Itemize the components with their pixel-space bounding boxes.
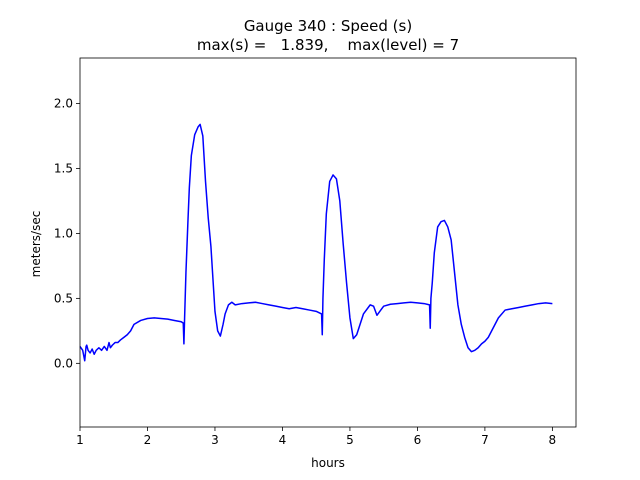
y-tick-label: 0.5 <box>54 291 73 305</box>
y-tick-label: 2.0 <box>54 96 73 110</box>
x-tick-label: 8 <box>549 433 557 447</box>
x-tick-label: 7 <box>481 433 489 447</box>
axis-ticks: 1 2 3 4 5 6 7 8 0.0 0.5 1.0 1.5 2.0 <box>54 96 556 447</box>
y-tick-label: 1.5 <box>54 161 73 175</box>
speed-series-line <box>79 123 553 362</box>
y-axis-label: meters/sec <box>29 211 43 278</box>
plot-frame <box>79 57 577 428</box>
plot-area <box>79 123 553 362</box>
chart-subtitle: max(s) = 1.839, max(level) = 7 <box>197 36 459 54</box>
x-tick-label: 3 <box>211 433 219 447</box>
x-tick-label: 4 <box>279 433 287 447</box>
x-tick-label: 5 <box>346 433 354 447</box>
x-axis-label: hours <box>311 456 345 470</box>
x-tick-label: 6 <box>414 433 422 447</box>
y-tick-label: 1.0 <box>54 226 73 240</box>
x-tick-label: 1 <box>76 433 84 447</box>
x-tick-label: 2 <box>144 433 152 447</box>
chart-title: Gauge 340 : Speed (s) <box>244 17 412 35</box>
y-tick-label: 0.0 <box>54 356 73 370</box>
